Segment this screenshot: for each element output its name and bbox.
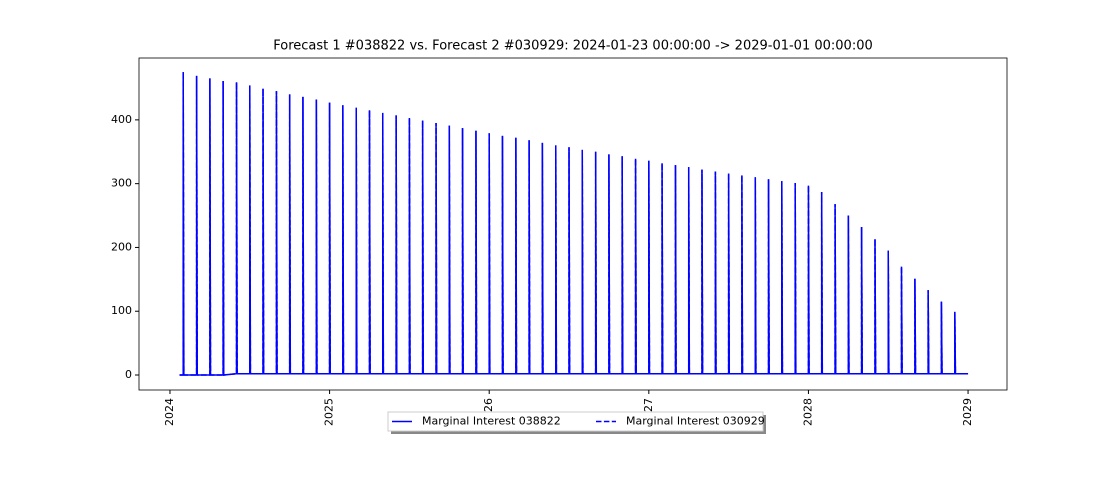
y-tick-label: 100 [111,304,132,317]
y-tick-label: 200 [111,240,132,253]
plot-frame [138,57,1008,391]
y-tick-label: 400 [111,113,132,126]
x-tick-label: 2025 [323,398,336,426]
series-line [179,72,969,376]
y-tick-label: 300 [111,177,132,190]
legend-box [387,411,764,432]
legend-label: Marginal Interest 030929 [626,415,765,428]
x-tick-label: 2024 [163,398,176,426]
legend: Marginal Interest 038822 Marginal Interes… [387,411,766,434]
y-tick-label: 0 [125,368,132,381]
legend-label: Marginal Interest 038822 [422,415,561,428]
x-tick-label: 2028 [801,398,814,426]
chart-title: Forecast 1 #038822 vs. Forecast 2 #03092… [273,39,873,54]
x-tick-label: 2029 [961,398,974,426]
